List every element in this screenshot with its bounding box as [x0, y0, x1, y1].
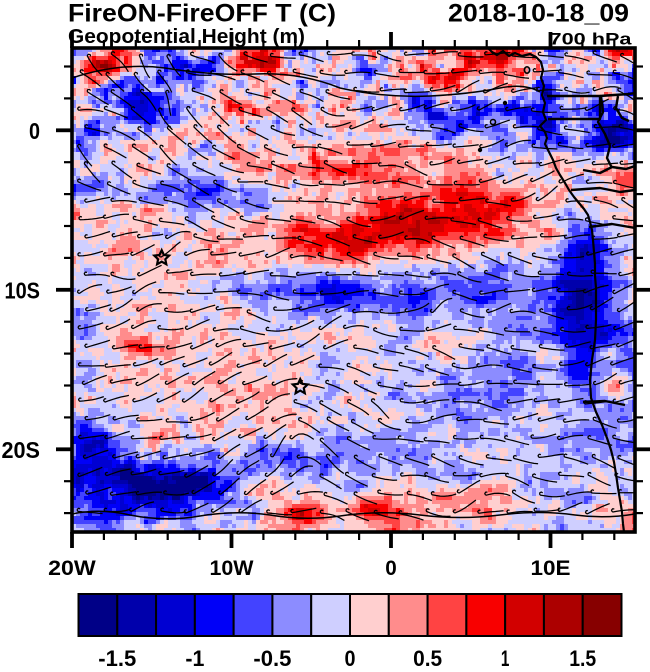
svg-text:-0.5: -0.5 [253, 646, 291, 667]
svg-text:700 hPa: 700 hPa [550, 30, 633, 49]
svg-text:10W: 10W [210, 557, 254, 580]
svg-text:0: 0 [385, 557, 397, 580]
svg-text:20W: 20W [48, 557, 96, 580]
svg-text:10E: 10E [531, 557, 571, 580]
svg-text:1: 1 [501, 646, 510, 667]
svg-text:-1: -1 [185, 646, 204, 667]
svg-text:FireON-FireOFF T (C): FireON-FireOFF T (C) [68, 0, 336, 28]
svg-text:1.5: 1.5 [569, 646, 596, 667]
svg-text:Geopotential Height (m): Geopotential Height (m) [68, 25, 305, 48]
svg-text:0: 0 [29, 118, 40, 144]
svg-text:20S: 20S [2, 437, 41, 463]
svg-text:10S: 10S [5, 277, 41, 303]
svg-text:-1.5: -1.5 [98, 646, 136, 667]
svg-text:0: 0 [345, 646, 356, 667]
svg-text:0.5: 0.5 [413, 646, 442, 667]
svg-text:2018-10-18_09: 2018-10-18_09 [448, 0, 629, 28]
